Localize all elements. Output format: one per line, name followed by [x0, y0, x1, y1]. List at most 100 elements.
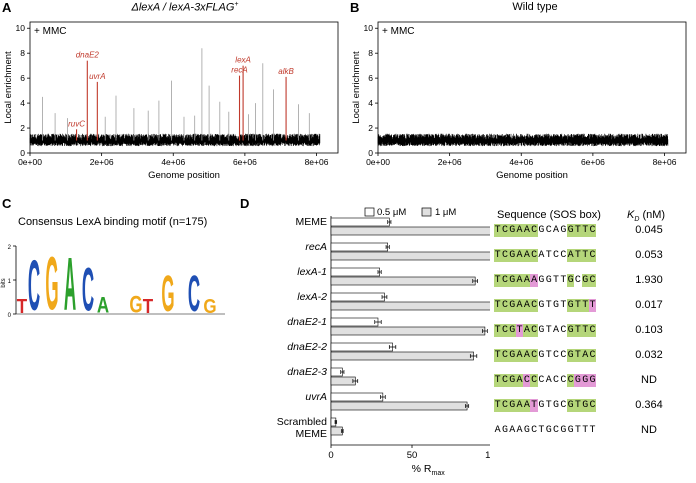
svg-text:C: C	[82, 255, 94, 323]
sequence-base: G	[508, 249, 516, 262]
sequence-base: T	[553, 275, 560, 286]
sequence-base: G	[566, 274, 575, 287]
x-axis-label: Genome position	[148, 170, 220, 181]
sequence-base: G	[588, 374, 597, 387]
bar-high	[330, 276, 476, 286]
y-axis-label: Local enrichment	[3, 51, 14, 124]
x-tick-label: 6e+06	[581, 157, 605, 167]
error-bar	[385, 245, 390, 249]
sequence-base: C	[538, 375, 545, 386]
panel-a-title-sup: +	[234, 1, 239, 8]
panel-d-letter: D	[240, 196, 250, 211]
sos-sequence: TCGAATGTGCGTGC	[494, 399, 597, 412]
error-bar	[465, 404, 470, 408]
y-tick-label: 8	[368, 48, 373, 58]
sequence-base: C	[501, 374, 509, 387]
seq-header: Sequence (SOS box)	[497, 209, 601, 221]
bar-high	[330, 376, 356, 386]
kd-header: KD (nM)	[627, 209, 666, 224]
x-tick-label: 0e+00	[366, 157, 390, 167]
category-label: dnaE2-3	[287, 366, 327, 378]
legend-swatch-low	[364, 207, 375, 217]
sequence-base: G	[508, 374, 516, 387]
kd-value: 0.032	[635, 349, 663, 361]
panel-a-title: ΔlexA / lexA-3xFLAG+	[131, 1, 239, 14]
svg-text:A: A	[97, 294, 109, 319]
sequence-base: T	[574, 224, 582, 237]
svg-text:T: T	[143, 294, 154, 317]
sequence-base: T	[545, 400, 552, 411]
category-label: MEME	[296, 216, 328, 228]
y-axis-label: Local enrichment	[351, 51, 362, 124]
sequence-base: T	[494, 249, 502, 262]
gene-peak-label: lexA	[235, 56, 251, 65]
sequence-base: T	[494, 399, 502, 412]
bar-low	[330, 242, 389, 252]
sequence-base: T	[560, 300, 567, 311]
sequence-base: C	[560, 325, 567, 336]
sequence-base: A	[523, 224, 531, 237]
x-axis-label: Genome position	[496, 170, 568, 181]
sequence-base: C	[553, 250, 560, 261]
sequence-base: T	[538, 425, 545, 436]
sequence-base: C	[501, 399, 509, 412]
sequence-base: G	[501, 425, 508, 436]
sos-sequence: TCGAAAGGTTGCGC	[494, 274, 597, 287]
logo-y-tick-label: 0	[8, 313, 12, 319]
sos-sequence: TCGTACGTACGTTC	[494, 324, 597, 337]
sequence-base: A	[515, 274, 524, 287]
x-tick-label: 2e+06	[438, 157, 462, 167]
sequence-base: A	[509, 425, 516, 436]
error-bar	[472, 279, 478, 283]
bar-low	[330, 317, 379, 327]
error-bar	[469, 354, 478, 358]
x-tick-label: 8e+06	[305, 157, 329, 167]
bar-x-axis-label: % Rmax	[412, 463, 446, 477]
plot-frame	[377, 21, 687, 154]
sequence-base: T	[588, 299, 597, 312]
sequence-base: A	[523, 249, 531, 262]
sequence-base: C	[574, 275, 581, 286]
sequence-base: C	[501, 324, 509, 337]
sequence-base: C	[553, 425, 560, 436]
enrichment-trace	[377, 133, 669, 147]
sos-sequence: TCGAACGTGTGTTT	[494, 299, 597, 312]
bar-x-tick-label: 50	[407, 450, 418, 461]
sequence-base: T	[581, 324, 589, 337]
sequence-base: G	[508, 224, 516, 237]
sequence-base: T	[545, 250, 552, 261]
sequence-base: C	[553, 375, 560, 386]
y-tick-label: 10	[364, 23, 374, 33]
sequence-base: C	[566, 374, 575, 387]
logo-letter: C	[188, 267, 200, 323]
sequence-base: A	[515, 374, 524, 387]
sequence-base: C	[501, 349, 509, 362]
bar-high	[330, 401, 468, 411]
kd-header-sub: D	[634, 216, 640, 224]
error-bar	[334, 420, 338, 424]
bar-high	[330, 351, 474, 361]
y-tick-label: 8	[20, 48, 25, 58]
sequence-base: T	[574, 425, 581, 436]
sequence-base: A	[515, 349, 524, 362]
error-bar	[340, 370, 345, 374]
sequence-base: C	[553, 350, 560, 361]
sequence-base: A	[553, 325, 560, 336]
sequence-base: T	[530, 399, 538, 412]
error-bar	[374, 320, 382, 324]
error-bar	[388, 345, 397, 349]
sequence-base: T	[494, 274, 502, 287]
rmax-bar-chart: 0.5 μM 1 μM 0 50 100 % Rmax MEME recA lexA-1 lexA…	[277, 207, 490, 477]
y-tick-label: 4	[20, 98, 25, 108]
sequence-base: T	[515, 324, 524, 337]
condition-label: + MMC	[382, 26, 415, 37]
category-label: Scrambled	[277, 416, 327, 428]
sos-sequence: TCGAACGTCCGTAC	[494, 349, 597, 362]
sequence-base: G	[538, 400, 545, 411]
sequence-base: C	[588, 224, 597, 237]
sequence-base: A	[581, 349, 589, 362]
sequence-base: A	[545, 375, 552, 386]
sequence-base: C	[530, 249, 538, 262]
sequence-base: G	[560, 425, 567, 436]
sequence-base: A	[523, 299, 531, 312]
